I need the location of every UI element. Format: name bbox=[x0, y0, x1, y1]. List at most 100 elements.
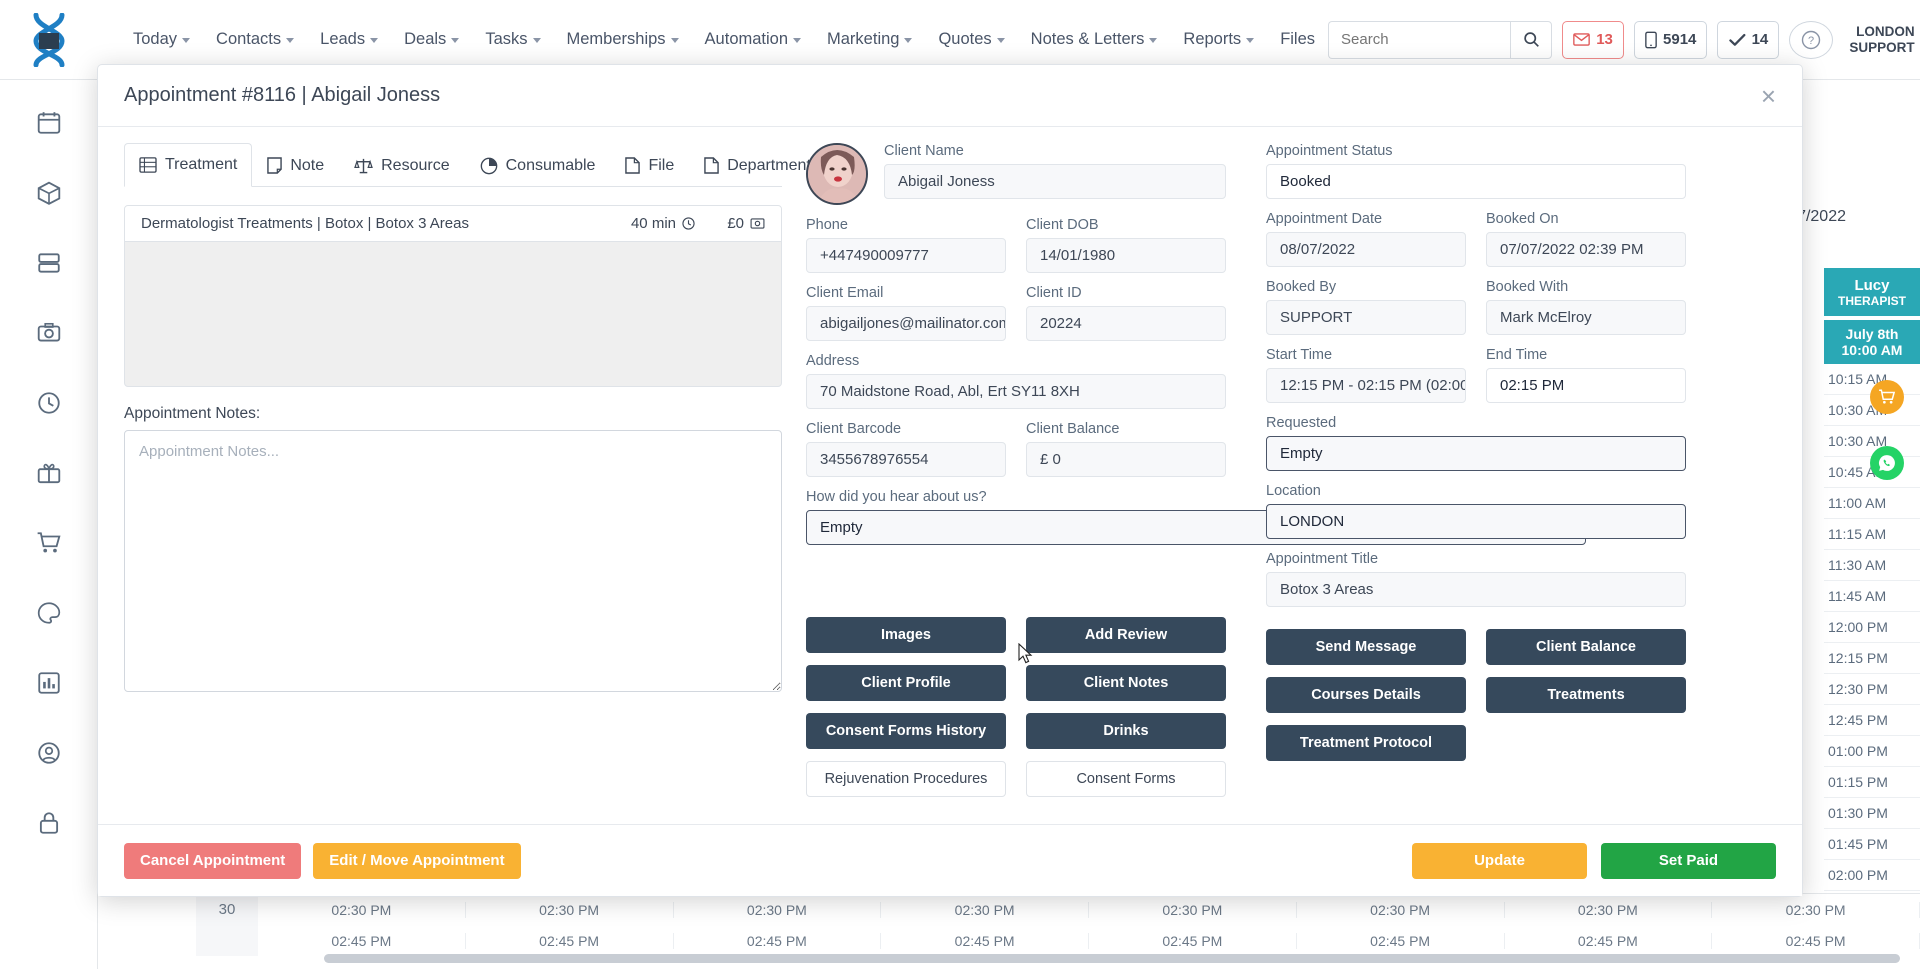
time-slot[interactable]: 11:00 AM bbox=[1824, 488, 1920, 519]
row-cell[interactable]: 02:45 PM bbox=[258, 932, 466, 949]
sidebar-item-reports[interactable] bbox=[32, 666, 66, 700]
row-cell[interactable]: 02:45 PM bbox=[466, 932, 674, 949]
location-field[interactable]: LONDON bbox=[1266, 504, 1686, 539]
row-cell[interactable]: 02:30 PM bbox=[1089, 901, 1297, 918]
row-cell[interactable]: 02:30 PM bbox=[258, 901, 466, 918]
help-pill[interactable]: ? bbox=[1789, 20, 1834, 59]
client-notes-button[interactable]: Client Notes bbox=[1026, 665, 1226, 701]
search-button[interactable] bbox=[1510, 20, 1553, 59]
barcode-field[interactable]: 3455678976554 bbox=[806, 442, 1006, 477]
sidebar-item-layers[interactable] bbox=[32, 246, 66, 280]
start-time-field[interactable]: 12:15 PM - 02:15 PM (02:00h) bbox=[1266, 368, 1466, 403]
courses-details-button[interactable]: Courses Details bbox=[1266, 677, 1466, 713]
nav-item-deals[interactable]: Deals bbox=[391, 0, 472, 80]
client-name-field[interactable]: Abigail Joness bbox=[884, 164, 1226, 199]
tab-consumable[interactable]: Consumable bbox=[465, 143, 611, 187]
tab-resource[interactable]: Resource bbox=[339, 143, 464, 187]
tab-department[interactable]: Department bbox=[689, 143, 826, 187]
client-balance-button[interactable]: Client Balance bbox=[1486, 629, 1686, 665]
sidebar-item-palette[interactable] bbox=[32, 596, 66, 630]
table-row[interactable]: Dermatologist Treatments | Botox | Botox… bbox=[125, 206, 781, 242]
sidebar-item-profile[interactable] bbox=[32, 736, 66, 770]
nav-item-quotes[interactable]: Quotes bbox=[925, 0, 1017, 80]
cancel-appointment-button[interactable]: Cancel Appointment bbox=[124, 842, 302, 879]
client-avatar[interactable] bbox=[806, 143, 868, 205]
appointment-title-field[interactable]: Botox 3 Areas bbox=[1266, 572, 1686, 607]
row-cell[interactable]: 02:45 PM bbox=[1089, 932, 1297, 949]
email-field[interactable]: abigailjones@mailinator.com bbox=[806, 306, 1006, 341]
rejuvenation-procedures-button[interactable]: Rejuvenation Procedures bbox=[806, 761, 1006, 797]
row-cell[interactable]: 02:45 PM bbox=[1505, 932, 1713, 949]
nav-item-today[interactable]: Today bbox=[120, 0, 203, 80]
end-time-field[interactable]: 02:15 PM bbox=[1486, 368, 1686, 403]
cart-float-button[interactable] bbox=[1870, 380, 1904, 414]
nav-item-automation[interactable]: Automation bbox=[692, 0, 814, 80]
nav-item-leads[interactable]: Leads bbox=[307, 0, 391, 80]
treatments-button[interactable]: Treatments bbox=[1486, 677, 1686, 713]
images-button[interactable]: Images bbox=[806, 617, 1006, 653]
whatsapp-float-button[interactable] bbox=[1870, 446, 1904, 480]
address-field[interactable]: 70 Maidstone Road, Abl, Ert SY11 8XH bbox=[806, 374, 1226, 409]
time-slot[interactable]: 10:30 AM bbox=[1824, 426, 1920, 457]
add-review-button[interactable]: Add Review bbox=[1026, 617, 1226, 653]
row-cell[interactable]: 02:30 PM bbox=[1297, 901, 1505, 918]
user-menu[interactable]: LONDON SUPPORT bbox=[1849, 20, 1920, 60]
booked-on-field[interactable]: 07/07/2022 02:39 PM bbox=[1486, 232, 1686, 267]
time-slot[interactable]: 11:15 AM bbox=[1824, 519, 1920, 550]
nav-item-memberships[interactable]: Memberships bbox=[554, 0, 692, 80]
time-slot[interactable]: 12:30 PM bbox=[1824, 674, 1920, 705]
close-icon[interactable]: × bbox=[1760, 80, 1776, 111]
edit-move-appointment-button[interactable]: Edit / Move Appointment bbox=[313, 842, 521, 879]
row-cell[interactable]: 02:30 PM bbox=[881, 901, 1089, 918]
booked-with-field[interactable]: Mark McElroy bbox=[1486, 300, 1686, 335]
balance-field[interactable]: £ 0 bbox=[1026, 442, 1226, 477]
time-slot[interactable]: 12:15 PM bbox=[1824, 643, 1920, 674]
sidebar-item-gift[interactable] bbox=[32, 456, 66, 490]
booked-by-field[interactable]: SUPPORT bbox=[1266, 300, 1466, 335]
messages-pill[interactable]: 13 bbox=[1562, 20, 1625, 59]
time-slot[interactable]: 01:30 PM bbox=[1824, 798, 1920, 829]
send-message-button[interactable]: Send Message bbox=[1266, 629, 1466, 665]
appointment-date-field[interactable]: 08/07/2022 bbox=[1266, 232, 1466, 267]
nav-item-notes-letters[interactable]: Notes & Letters bbox=[1018, 0, 1171, 80]
nav-item-contacts[interactable]: Contacts bbox=[203, 0, 307, 80]
sidebar-item-history[interactable] bbox=[32, 386, 66, 420]
row-cell[interactable]: 02:30 PM bbox=[1505, 901, 1713, 918]
consent-forms-history-button[interactable]: Consent Forms History bbox=[806, 713, 1006, 749]
sidebar-item-calendar[interactable] bbox=[32, 106, 66, 140]
row-cell[interactable]: 02:30 PM bbox=[674, 901, 882, 918]
tasks-pill[interactable]: 14 bbox=[1717, 20, 1780, 59]
tab-file[interactable]: File bbox=[610, 143, 689, 187]
sms-pill[interactable]: 5914 bbox=[1634, 20, 1708, 59]
nav-item-tasks[interactable]: Tasks bbox=[472, 0, 553, 80]
tab-note[interactable]: Note bbox=[252, 143, 339, 187]
time-slot[interactable]: 01:00 PM bbox=[1824, 736, 1920, 767]
row-cell[interactable]: 02:45 PM bbox=[1297, 932, 1505, 949]
update-button[interactable]: Update bbox=[1412, 842, 1587, 879]
time-slot[interactable]: 01:15 PM bbox=[1824, 767, 1920, 798]
row-cell[interactable]: 02:30 PM bbox=[466, 901, 674, 918]
time-slot[interactable]: 12:00 PM bbox=[1824, 612, 1920, 643]
nav-item-files[interactable]: Files bbox=[1267, 0, 1328, 80]
nav-item-marketing[interactable]: Marketing bbox=[814, 0, 925, 80]
row-cell[interactable]: 02:45 PM bbox=[881, 932, 1089, 949]
client-id-field[interactable]: 20224 bbox=[1026, 306, 1226, 341]
time-slot[interactable]: 01:45 PM bbox=[1824, 829, 1920, 860]
sidebar-item-images[interactable] bbox=[32, 316, 66, 350]
search-input[interactable] bbox=[1328, 20, 1511, 59]
phone-field[interactable]: +447490009777 bbox=[806, 238, 1006, 273]
sidebar-item-stock[interactable] bbox=[32, 176, 66, 210]
tab-treatment[interactable]: Treatment bbox=[124, 143, 253, 187]
row-cell[interactable]: 02:30 PM bbox=[1712, 901, 1920, 918]
time-slot[interactable]: 11:45 AM bbox=[1824, 581, 1920, 612]
sidebar-item-security[interactable] bbox=[32, 806, 66, 840]
requested-field[interactable]: Empty bbox=[1266, 436, 1686, 471]
horizontal-scrollbar[interactable] bbox=[324, 954, 1900, 963]
nav-item-reports[interactable]: Reports bbox=[1170, 0, 1267, 80]
dob-field[interactable]: 14/01/1980 bbox=[1026, 238, 1226, 273]
dna-helix-logo[interactable] bbox=[0, 0, 98, 80]
time-slot[interactable]: 02:00 PM bbox=[1824, 860, 1920, 891]
status-badge[interactable]: Booked bbox=[1266, 164, 1686, 199]
set-paid-button[interactable]: Set Paid bbox=[1601, 842, 1776, 879]
row-cell[interactable]: 02:45 PM bbox=[1712, 932, 1920, 949]
